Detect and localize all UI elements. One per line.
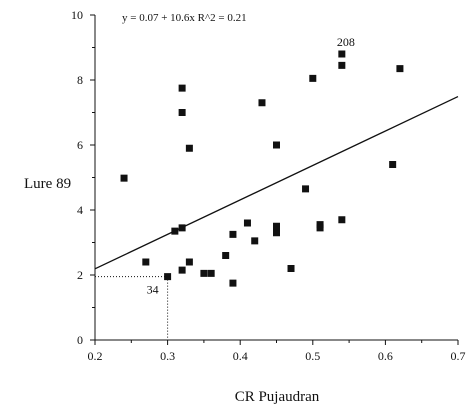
data-points bbox=[120, 50, 404, 287]
data-point bbox=[243, 219, 251, 227]
data-point bbox=[302, 185, 310, 193]
data-point bbox=[142, 258, 150, 266]
data-point bbox=[185, 258, 193, 266]
x-tick-label: 0.6 bbox=[378, 349, 393, 363]
data-point bbox=[338, 216, 346, 224]
x-tick-label: 0.4 bbox=[233, 349, 248, 363]
data-point bbox=[178, 224, 186, 232]
data-point bbox=[396, 65, 404, 73]
x-tick-label: 0.2 bbox=[88, 349, 103, 363]
regression-line-group bbox=[94, 95, 459, 270]
data-point bbox=[178, 266, 186, 274]
y-tick-label: 6 bbox=[77, 138, 83, 152]
data-point bbox=[178, 84, 186, 92]
reference-guides bbox=[95, 276, 169, 340]
data-point bbox=[338, 50, 346, 58]
x-tick-label: 0.5 bbox=[305, 349, 320, 363]
data-point bbox=[258, 99, 266, 107]
data-point bbox=[171, 227, 179, 235]
data-point bbox=[389, 161, 397, 168]
data-point bbox=[185, 144, 193, 152]
y-axis-title: Lure 89 bbox=[24, 176, 71, 192]
x-tick-label: 0.3 bbox=[160, 349, 175, 363]
data-point bbox=[207, 269, 215, 277]
regression-line bbox=[94, 95, 459, 270]
data-point bbox=[178, 109, 186, 116]
y-tick-label: 2 bbox=[77, 268, 83, 282]
data-point bbox=[229, 230, 237, 238]
data-point bbox=[273, 222, 280, 230]
data-point bbox=[309, 74, 317, 82]
data-point bbox=[273, 141, 280, 149]
y-tick-label: 0 bbox=[77, 333, 83, 347]
data-point bbox=[164, 273, 172, 281]
point-annotation: 208 bbox=[337, 35, 355, 49]
point-annotation: 34 bbox=[147, 283, 159, 297]
data-point bbox=[273, 229, 280, 237]
x-tick-label: 0.7 bbox=[451, 349, 466, 363]
y-tick-label: 10 bbox=[71, 8, 83, 22]
y-tick-label: 4 bbox=[77, 203, 83, 217]
y-tick-label: 8 bbox=[77, 73, 83, 87]
data-point bbox=[251, 237, 259, 245]
annotations: 208 34 bbox=[147, 35, 355, 297]
data-point bbox=[222, 252, 230, 259]
data-point bbox=[200, 269, 208, 277]
regression-equation: y = 0.07 + 10.6x R^2 = 0.21 bbox=[122, 12, 247, 24]
data-point bbox=[120, 174, 128, 182]
data-point bbox=[229, 279, 237, 287]
data-point bbox=[287, 265, 295, 272]
x-axis-title: CR Pujaudran bbox=[235, 389, 320, 405]
axes: 0.2 0.3 0.4 0.5 0.6 0.7 0 2 4 6 8 10 bbox=[71, 8, 466, 363]
data-point bbox=[338, 61, 346, 69]
data-point bbox=[316, 224, 324, 232]
